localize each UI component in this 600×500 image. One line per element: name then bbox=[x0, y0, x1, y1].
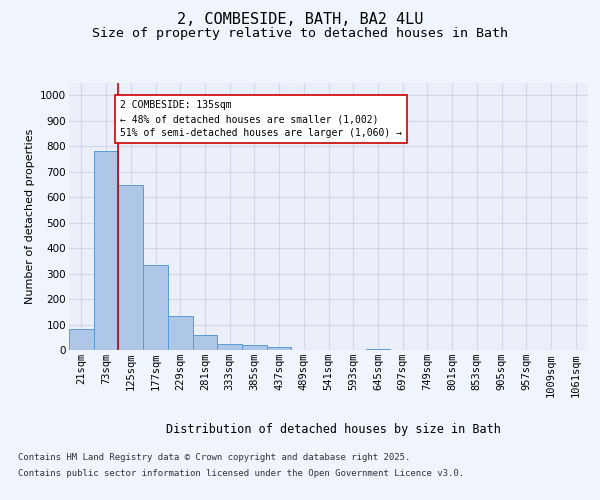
Text: Contains public sector information licensed under the Open Government Licence v3: Contains public sector information licen… bbox=[18, 468, 464, 477]
Text: 2, COMBESIDE, BATH, BA2 4LU: 2, COMBESIDE, BATH, BA2 4LU bbox=[177, 12, 423, 28]
Bar bbox=[94, 152, 118, 350]
Text: Distribution of detached houses by size in Bath: Distribution of detached houses by size … bbox=[166, 422, 500, 436]
Bar bbox=[365, 348, 390, 350]
Bar bbox=[69, 329, 94, 350]
Bar bbox=[267, 348, 292, 350]
Bar bbox=[217, 344, 242, 350]
Bar bbox=[168, 316, 193, 350]
Bar bbox=[118, 185, 143, 350]
Bar bbox=[143, 266, 168, 350]
Bar bbox=[193, 336, 217, 350]
Text: 2 COMBESIDE: 135sqm
← 48% of detached houses are smaller (1,002)
51% of semi-det: 2 COMBESIDE: 135sqm ← 48% of detached ho… bbox=[119, 100, 401, 138]
Text: Contains HM Land Registry data © Crown copyright and database right 2025.: Contains HM Land Registry data © Crown c… bbox=[18, 454, 410, 462]
Y-axis label: Number of detached properties: Number of detached properties bbox=[25, 128, 35, 304]
Bar bbox=[242, 346, 267, 350]
Text: Size of property relative to detached houses in Bath: Size of property relative to detached ho… bbox=[92, 28, 508, 40]
